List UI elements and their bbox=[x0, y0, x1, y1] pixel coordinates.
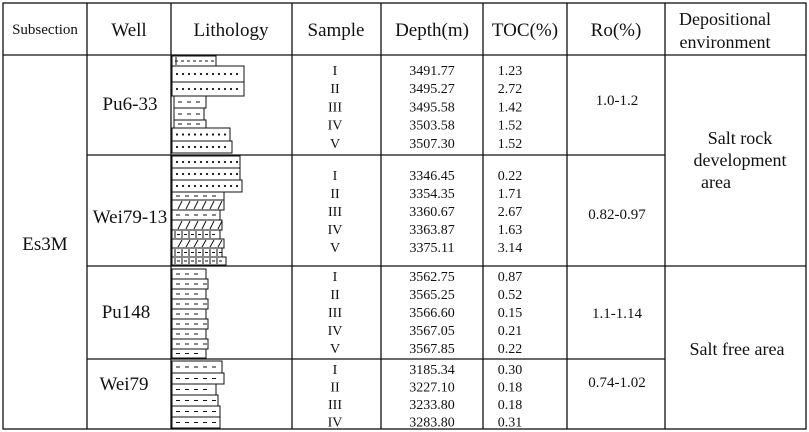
environment-label: area bbox=[701, 172, 731, 192]
depth-value: 3565.25 bbox=[409, 288, 455, 303]
environment-label: Salt rock bbox=[708, 128, 773, 148]
toc-value: 0.22 bbox=[498, 169, 523, 184]
header-ro: Ro(%) bbox=[591, 20, 642, 41]
sample-id: I bbox=[333, 169, 338, 184]
toc-value: 0.31 bbox=[498, 416, 523, 431]
header-sample: Sample bbox=[308, 20, 365, 41]
environment-cell-2: Salt free area bbox=[690, 339, 785, 359]
depth-value: 3363.87 bbox=[409, 223, 455, 238]
depth-value: 3567.05 bbox=[409, 324, 455, 339]
depth-value: 3503.58 bbox=[409, 119, 455, 134]
depth-value: 3495.27 bbox=[409, 82, 455, 97]
depth-value: 3495.58 bbox=[409, 100, 455, 115]
well-name: Wei79 bbox=[99, 374, 148, 395]
toc-value: 0.30 bbox=[498, 363, 523, 378]
environment-label: development bbox=[694, 150, 787, 170]
toc-value: 0.18 bbox=[498, 398, 523, 413]
lithology-column bbox=[171, 55, 245, 429]
header-environment-line2: environment bbox=[680, 32, 771, 52]
depth-value: 3567.85 bbox=[409, 342, 455, 357]
sample-id: I bbox=[333, 363, 338, 378]
ro-value: 0.74-1.02 bbox=[588, 375, 646, 391]
sample-id: V bbox=[330, 137, 340, 152]
toc-value: 1.71 bbox=[498, 187, 523, 202]
toc-value: 1.23 bbox=[498, 64, 523, 79]
sample-id: III bbox=[328, 306, 342, 321]
header-depth: Depth(m) bbox=[395, 20, 469, 41]
sample-id: I bbox=[333, 270, 338, 285]
header-well: Well bbox=[111, 20, 146, 41]
well-name: Pu6-33 bbox=[103, 94, 158, 115]
toc-value: 0.21 bbox=[498, 324, 523, 339]
environment-cell-1: Salt rock development area bbox=[694, 128, 787, 192]
sample-id: II bbox=[330, 187, 340, 202]
sample-id: III bbox=[328, 100, 342, 115]
sample-id: IV bbox=[328, 223, 343, 238]
toc-value: 1.63 bbox=[498, 223, 523, 238]
depth-value: 3283.80 bbox=[409, 416, 455, 431]
sample-id: IV bbox=[328, 416, 343, 431]
well-name: Pu148 bbox=[102, 302, 151, 323]
toc-value: 0.18 bbox=[498, 381, 523, 396]
toc-value: 0.15 bbox=[498, 306, 523, 321]
depth-value: 3185.34 bbox=[409, 363, 455, 378]
depth-value: 3360.67 bbox=[409, 205, 455, 220]
toc-value: 1.52 bbox=[498, 119, 523, 134]
sample-id: IV bbox=[328, 324, 343, 339]
toc-value: 3.14 bbox=[498, 241, 523, 256]
ro-value: 1.1-1.14 bbox=[592, 306, 642, 322]
depth-value: 3491.77 bbox=[409, 64, 455, 79]
toc-value: 1.52 bbox=[498, 137, 523, 152]
environment-label: Salt free area bbox=[690, 339, 785, 359]
toc-value: 2.67 bbox=[498, 205, 523, 220]
well-group-pu148: Pu148 1.1-1.14 I 3562.75 0.87 II 3565.25 0.52… bbox=[102, 270, 643, 357]
depth-value: 3354.35 bbox=[409, 187, 455, 202]
header-toc: TOC(%) bbox=[492, 20, 558, 41]
depth-value: 3566.60 bbox=[409, 306, 455, 321]
header-lithology: Lithology bbox=[194, 20, 269, 41]
well-group-wei79-13: Wei79-13 0.82-0.97 I 3346.45 0.22 II 3354.35… bbox=[93, 169, 646, 256]
table-header: Subsection Well Lithology Sample Depth(m… bbox=[12, 9, 771, 52]
subsection-label: Es3M bbox=[22, 234, 68, 255]
depth-value: 3233.80 bbox=[409, 398, 455, 413]
toc-value: 2.72 bbox=[498, 82, 523, 97]
depth-value: 3346.45 bbox=[409, 169, 455, 184]
depth-value: 3375.11 bbox=[410, 241, 455, 256]
toc-value: 1.42 bbox=[498, 100, 523, 115]
ro-value: 1.0-1.2 bbox=[596, 93, 639, 109]
well-group-pu6-33: Pu6-33 1.0-1.2 I 3491.77 1.23 II 3495.27 2.72… bbox=[103, 64, 639, 152]
sample-id: I bbox=[333, 64, 338, 79]
sample-id: II bbox=[330, 288, 340, 303]
sample-id: V bbox=[330, 241, 340, 256]
header-subsection: Subsection bbox=[12, 22, 78, 38]
well-group-wei79: Wei79 0.74-1.02 I 3185.34 0.30 II 3227.10 0.1… bbox=[99, 363, 645, 431]
sample-id: V bbox=[330, 342, 340, 357]
sample-id: IV bbox=[328, 119, 343, 134]
header-environment-line1: Depositional bbox=[679, 9, 771, 29]
depth-value: 3507.30 bbox=[409, 137, 455, 152]
ro-value: 0.82-0.97 bbox=[588, 207, 646, 223]
depth-value: 3562.75 bbox=[409, 270, 455, 285]
sample-id: III bbox=[328, 205, 342, 220]
sample-id: III bbox=[328, 398, 342, 413]
toc-value: 0.87 bbox=[498, 270, 523, 285]
well-name: Wei79-13 bbox=[93, 207, 167, 228]
sample-id: II bbox=[330, 82, 340, 97]
toc-value: 0.22 bbox=[498, 342, 523, 357]
toc-value: 0.52 bbox=[498, 288, 523, 303]
depth-value: 3227.10 bbox=[409, 381, 455, 396]
sample-id: II bbox=[330, 381, 340, 396]
